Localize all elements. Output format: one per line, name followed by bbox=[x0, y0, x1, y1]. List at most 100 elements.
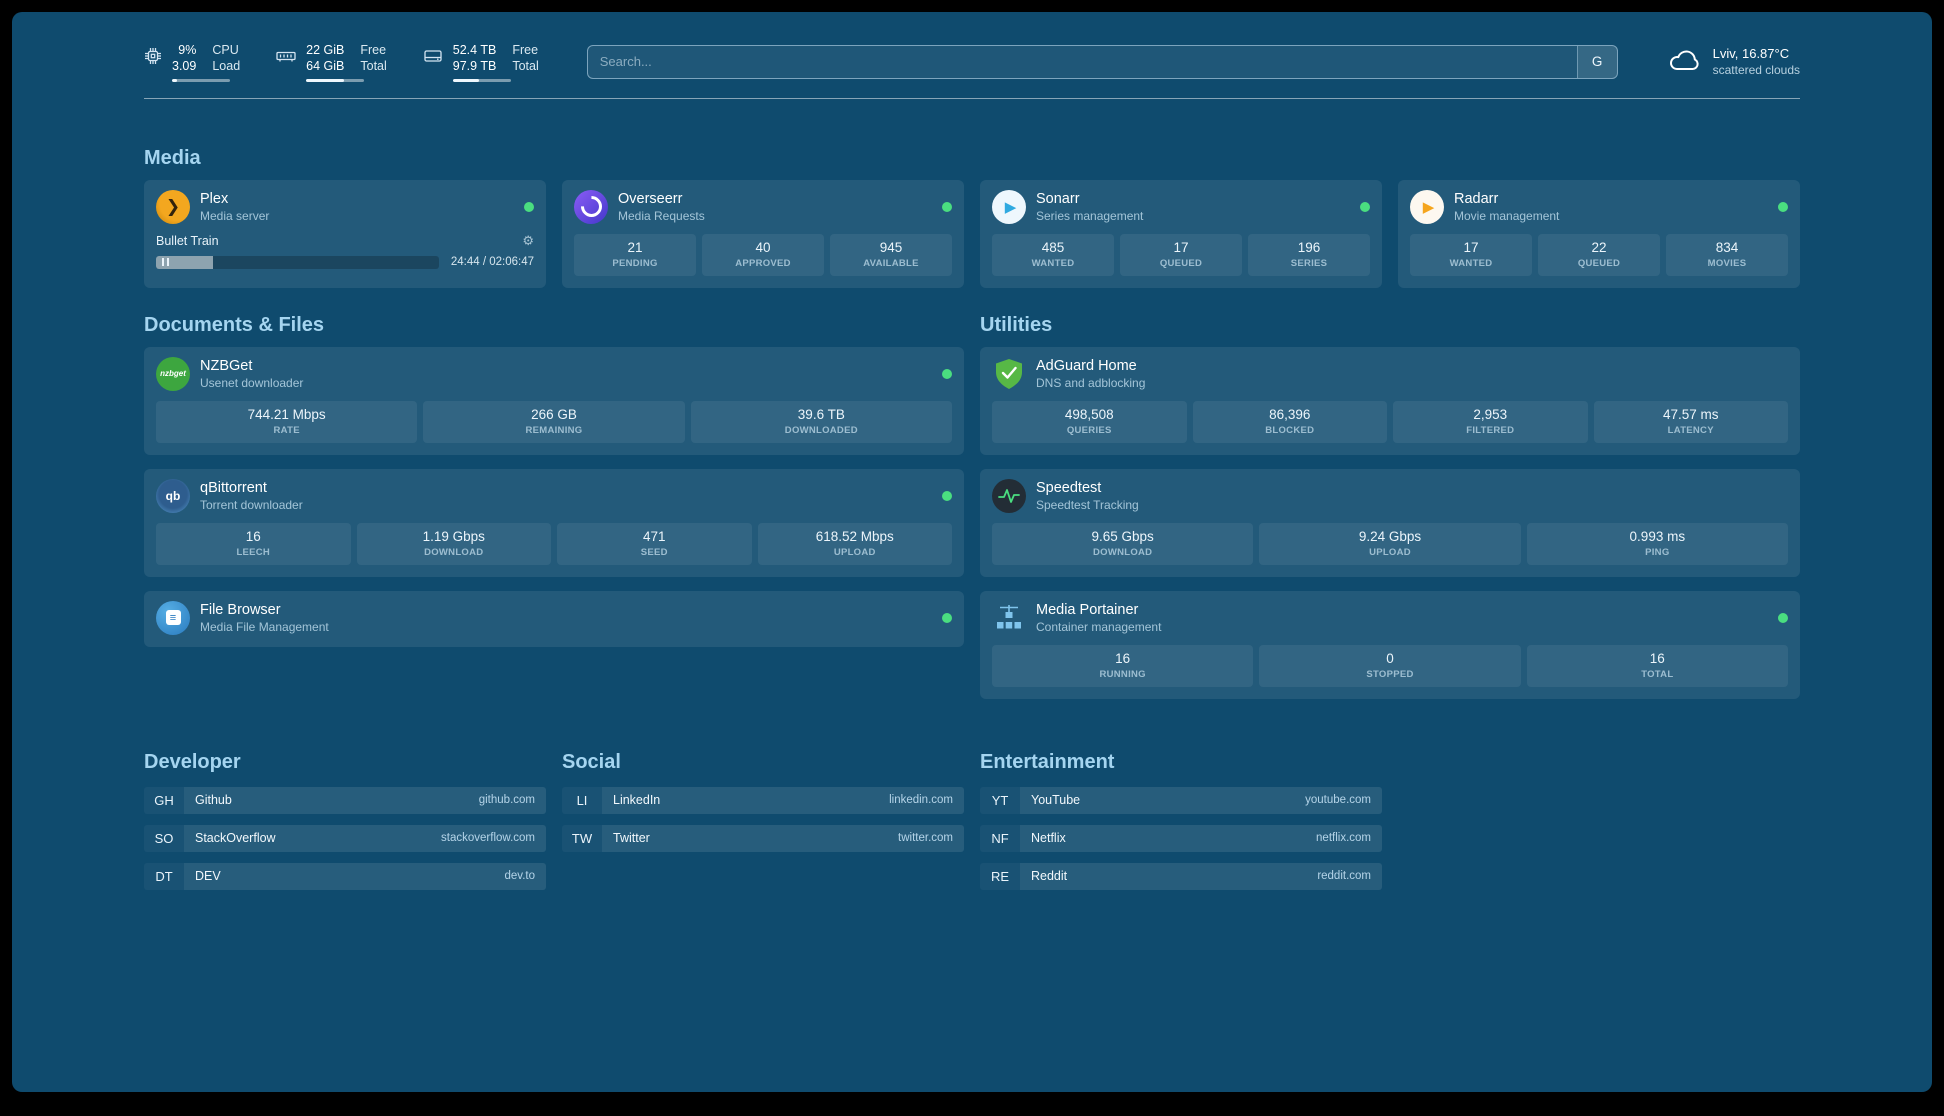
search-bar: G bbox=[587, 45, 1618, 79]
disk-free-value: 52.4 TB bbox=[453, 42, 497, 58]
stat-total: 16 TOTAL bbox=[1527, 645, 1788, 687]
cpu-widget: 9% CPU 3.09 Load bbox=[144, 42, 240, 82]
section-utilities: Utilities AdGuard Home bbox=[980, 314, 1800, 699]
status-dot bbox=[942, 491, 952, 501]
service-card-adguard[interactable]: AdGuard Home DNS and adblocking 498,508 … bbox=[980, 347, 1800, 455]
service-card-speedtest[interactable]: Speedtest Speedtest Tracking 9.65 Gbps D… bbox=[980, 469, 1800, 577]
bookmark-stackoverflow[interactable]: SO StackOverflow stackoverflow.com bbox=[144, 825, 546, 852]
bookmark-domain: linkedin.com bbox=[889, 794, 953, 806]
bookmark-github[interactable]: GH Github github.com bbox=[144, 787, 546, 814]
weather-location: Lviv, 16.87°C bbox=[1713, 46, 1800, 61]
bookmark-netflix[interactable]: NF Netflix netflix.com bbox=[980, 825, 1382, 852]
service-subtitle: Series management bbox=[1036, 209, 1350, 223]
bookmark-abbr: GH bbox=[144, 787, 184, 814]
weather-condition: scattered clouds bbox=[1713, 63, 1800, 77]
service-name: AdGuard Home bbox=[1036, 358, 1788, 374]
service-card-portainer[interactable]: Media Portainer Container management 16 … bbox=[980, 591, 1800, 699]
service-card-filebrowser[interactable]: ≡ File Browser Media File Management bbox=[144, 591, 964, 647]
section-title-media: Media bbox=[144, 147, 1800, 170]
radarr-icon: ▶ bbox=[1410, 190, 1444, 224]
memory-total-value: 64 GiB bbox=[306, 58, 344, 74]
pause-icon[interactable] bbox=[162, 258, 169, 266]
status-dot bbox=[1778, 202, 1788, 212]
stat-ping: 0.993 ms PING bbox=[1527, 523, 1788, 565]
bookmark-group-entertainment: Entertainment YT YouTube youtube.com NF … bbox=[980, 751, 1382, 890]
dashboard: 9% CPU 3.09 Load bbox=[12, 12, 1932, 1092]
bookmark-domain: stackoverflow.com bbox=[441, 832, 535, 844]
memory-icon bbox=[276, 47, 296, 82]
bookmark-dev[interactable]: DT DEV dev.to bbox=[144, 863, 546, 890]
disk-total-label: Total bbox=[512, 58, 538, 74]
bookmark-label: Github bbox=[195, 793, 232, 807]
cpu-progress-bar bbox=[172, 79, 230, 82]
cpu-label: CPU bbox=[212, 42, 240, 58]
service-card-qbittorrent[interactable]: qb qBittorrent Torrent downloader 16 LEE… bbox=[144, 469, 964, 577]
memory-total-label: Total bbox=[360, 58, 386, 74]
bookmark-abbr: RE bbox=[980, 863, 1020, 890]
disk-widget: 52.4 TB Free 97.9 TB Total bbox=[423, 42, 539, 82]
stat-series: 196 SERIES bbox=[1248, 234, 1370, 276]
stat-upload: 618.52 Mbps UPLOAD bbox=[758, 523, 953, 565]
cpu-load-value: 3.09 bbox=[172, 58, 196, 74]
gear-icon[interactable]: ⚙ bbox=[522, 233, 534, 249]
service-name: Media Portainer bbox=[1036, 602, 1768, 618]
bookmark-domain: github.com bbox=[479, 794, 535, 806]
search-input[interactable] bbox=[588, 46, 1577, 78]
top-bar: 9% CPU 3.09 Load bbox=[144, 42, 1800, 82]
bookmark-domain: dev.to bbox=[505, 870, 535, 882]
stat-movies: 834 MOVIES bbox=[1666, 234, 1788, 276]
memory-free-label: Free bbox=[360, 42, 386, 58]
bookmark-abbr: SO bbox=[144, 825, 184, 852]
service-subtitle: Speedtest Tracking bbox=[1036, 498, 1788, 512]
service-name: Radarr bbox=[1454, 191, 1768, 207]
status-dot bbox=[942, 613, 952, 623]
speedtest-icon bbox=[992, 479, 1026, 513]
disk-progress-bar bbox=[453, 79, 511, 82]
bookmark-linkedin[interactable]: LI LinkedIn linkedin.com bbox=[562, 787, 964, 814]
status-dot bbox=[1778, 613, 1788, 623]
bookmark-group-title: Social bbox=[562, 751, 964, 774]
bookmark-abbr: TW bbox=[562, 825, 602, 852]
service-card-sonarr[interactable]: ▶ Sonarr Series management 485 WANTED bbox=[980, 180, 1382, 288]
disk-total-value: 97.9 TB bbox=[453, 58, 497, 74]
bookmark-domain: netflix.com bbox=[1316, 832, 1371, 844]
status-dot bbox=[1360, 202, 1370, 212]
bookmark-twitter[interactable]: TW Twitter twitter.com bbox=[562, 825, 964, 852]
stat-remaining: 266 GB REMAINING bbox=[423, 401, 684, 443]
cpu-load-label: Load bbox=[212, 58, 240, 74]
disk-icon bbox=[423, 47, 443, 82]
section-title-utilities: Utilities bbox=[980, 314, 1800, 337]
service-card-radarr[interactable]: ▶ Radarr Movie management 17 WANTED bbox=[1398, 180, 1800, 288]
memory-widget: 22 GiB Free 64 GiB Total bbox=[276, 42, 387, 82]
portainer-icon bbox=[992, 601, 1026, 635]
service-name: Speedtest bbox=[1036, 480, 1788, 496]
service-subtitle: Media server bbox=[200, 209, 514, 223]
stat-stopped: 0 STOPPED bbox=[1259, 645, 1520, 687]
service-card-overseerr[interactable]: Overseerr Media Requests 21 PENDING 40 A… bbox=[562, 180, 964, 288]
bookmark-domain: twitter.com bbox=[898, 832, 953, 844]
bookmark-youtube[interactable]: YT YouTube youtube.com bbox=[980, 787, 1382, 814]
section-documents: Documents & Files nzbget NZBGet Usenet d… bbox=[144, 314, 964, 699]
playback-progress-bar[interactable] bbox=[156, 256, 439, 269]
search-provider-button[interactable]: G bbox=[1577, 46, 1617, 78]
bookmark-domain: youtube.com bbox=[1305, 794, 1371, 806]
section-media: Media ❯ Plex Media server Bullet Tr bbox=[144, 147, 1800, 288]
resource-widgets: 9% CPU 3.09 Load bbox=[144, 42, 539, 82]
bookmark-group-title: Entertainment bbox=[980, 751, 1382, 774]
bookmark-reddit[interactable]: RE Reddit reddit.com bbox=[980, 863, 1382, 890]
stat-seed: 471 SEED bbox=[557, 523, 752, 565]
stat-filtered: 2,953 FILTERED bbox=[1393, 401, 1588, 443]
qbittorrent-icon: qb bbox=[156, 479, 190, 513]
weather-widget: Lviv, 16.87°C scattered clouds bbox=[1666, 44, 1800, 79]
adguard-icon bbox=[992, 357, 1026, 391]
service-subtitle: Container management bbox=[1036, 620, 1768, 634]
service-subtitle: Usenet downloader bbox=[200, 376, 932, 390]
service-card-nzbget[interactable]: nzbget NZBGet Usenet downloader 744.21 M… bbox=[144, 347, 964, 455]
stat-queued: 22 QUEUED bbox=[1538, 234, 1660, 276]
stat-approved: 40 APPROVED bbox=[702, 234, 824, 276]
service-name: File Browser bbox=[200, 602, 932, 618]
service-card-plex[interactable]: ❯ Plex Media server Bullet Train ⚙ bbox=[144, 180, 546, 288]
stat-queued: 17 QUEUED bbox=[1120, 234, 1242, 276]
bookmark-group-title: Developer bbox=[144, 751, 546, 774]
stat-downloaded: 39.6 TB DOWNLOADED bbox=[691, 401, 952, 443]
